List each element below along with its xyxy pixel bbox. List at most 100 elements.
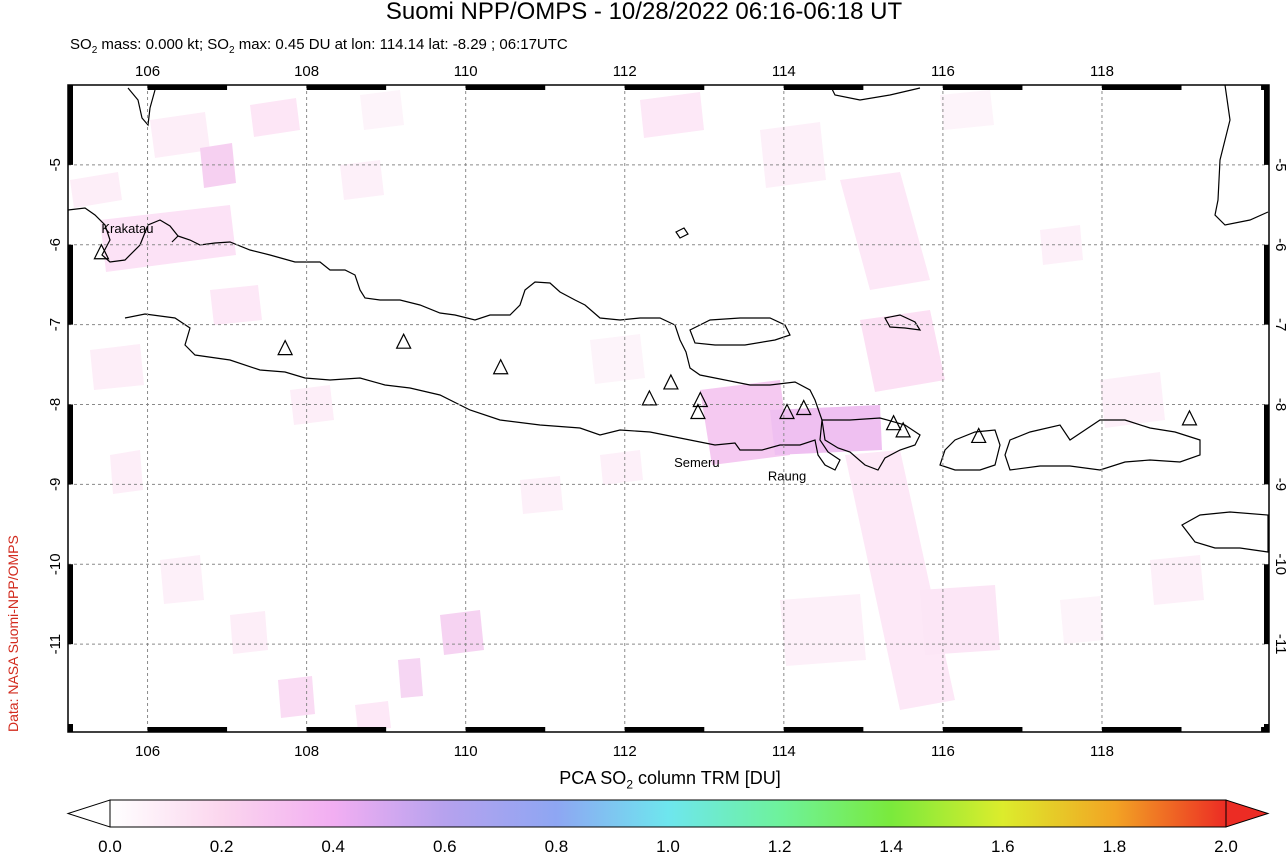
- axis-bar-top: [942, 85, 1023, 90]
- lon-tick-bottom: 116: [931, 743, 955, 760]
- lat-tick-left: -7: [47, 318, 64, 331]
- axis-bar-bottom: [783, 727, 864, 732]
- tick-labels: 106 106 108 108 110 110 112 112 114 114 116 116 118 1…: [47, 63, 1288, 760]
- bawean-coast: [675, 227, 689, 239]
- volcano-marker: [779, 403, 795, 420]
- axis-bar-right: [1264, 244, 1269, 325]
- volcano-marker: [1181, 409, 1198, 426]
- axis-bar-bottom: [465, 727, 546, 732]
- colorbar: 0.0 0.2 0.4 0.6 0.8 1.0 1.2 1.4 1.6 1.8 2.0: [66, 799, 1270, 855]
- kalimantan-coast: [829, 85, 921, 101]
- lat-tick-right: -6: [1272, 238, 1288, 251]
- lat-tick-left: -8: [47, 398, 64, 411]
- sumbawa-coast: [1004, 419, 1201, 471]
- volcano-marker: [970, 427, 987, 444]
- axis-bar-top: [306, 85, 387, 90]
- axis-bar-right: [1264, 85, 1269, 165]
- axis-bar-left: [68, 244, 73, 325]
- volcano-marker: [93, 243, 110, 260]
- colorbar-tick-label: 0.2: [210, 837, 234, 855]
- lat-tick-left: -10: [47, 553, 64, 575]
- volcano-marker: [795, 399, 812, 416]
- colorbar-tick-label: 0.4: [321, 837, 345, 855]
- colorbar-tick-label: 1.2: [768, 837, 792, 855]
- colorbar-under-arrow: [66, 799, 111, 828]
- lon-tick-top: 110: [454, 63, 478, 80]
- axis-bar-top: [624, 85, 705, 90]
- volcano-marker: [492, 358, 509, 375]
- lon-tick-top: 106: [135, 63, 160, 80]
- axis-bar-right: [1264, 404, 1269, 485]
- lon-tick-top: 112: [613, 63, 637, 80]
- axis-bar-bottom: [1101, 727, 1182, 732]
- axis-bar-right: [1264, 564, 1269, 645]
- lat-tick-right: -10: [1272, 553, 1288, 575]
- volcano-label: Semeru: [674, 455, 720, 470]
- colorbar-tick-label: 1.4: [879, 837, 903, 855]
- lon-tick-bottom: 114: [772, 743, 796, 760]
- axis-bar-left: [68, 564, 73, 645]
- lon-tick-bottom: 112: [613, 743, 637, 760]
- lat-tick-right: -8: [1272, 398, 1288, 411]
- axis-bar-bottom: [306, 727, 387, 732]
- lon-tick-top: 118: [1090, 63, 1114, 80]
- madura-coast: [689, 317, 791, 346]
- axis-bar-right: [1264, 724, 1269, 732]
- axis-bar-left: [68, 85, 73, 165]
- graticule: [68, 85, 1269, 732]
- lon-tick-bottom: 110: [454, 743, 478, 760]
- map-title: Suomi NPP/OMPS - 10/28/2022 06:16-06:18 …: [385, 0, 903, 25]
- volcano-marker: [885, 414, 902, 431]
- volcano-marker: [689, 403, 706, 420]
- volcano-label: Krakatau: [101, 221, 153, 236]
- volcano-markers: [93, 243, 1198, 444]
- volcano-marker: [692, 391, 709, 408]
- java-coast: [124, 235, 841, 471]
- lat-tick-left: -5: [47, 158, 64, 171]
- axis-bar-bottom: [942, 727, 1023, 732]
- lon-tick-top: 114: [772, 63, 796, 80]
- axis-bar-bottom: [147, 727, 228, 732]
- lon-tick-bottom: 108: [294, 743, 319, 760]
- axis-bar-left: [68, 724, 73, 732]
- axis-bars: [68, 85, 1269, 732]
- colorbar-over-arrow: [1225, 799, 1270, 828]
- colorbar-title: PCA SO2 column TRM [DU]: [559, 768, 781, 792]
- colorbar-tick-label: 1.0: [656, 837, 680, 855]
- so2-pixel-layer: [70, 90, 1204, 731]
- coastline-layer: [68, 85, 1269, 553]
- volcano-marker: [641, 389, 658, 406]
- axis-bar-left: [68, 404, 73, 485]
- so2-summary: SO2 mass: 0.000 kt; SO2 max: 0.45 DU at …: [70, 36, 568, 56]
- axis-bar-top: [783, 85, 864, 90]
- lon-tick-top: 108: [294, 63, 319, 80]
- lon-tick-bottom: 106: [135, 743, 160, 760]
- axis-bar-top: [1101, 85, 1182, 90]
- lombok-coast: [939, 429, 1001, 471]
- lat-tick-left: -11: [47, 634, 64, 655]
- volcano-marker: [662, 373, 679, 390]
- bali-coast: [821, 417, 921, 471]
- lon-tick-top: 116: [931, 63, 955, 80]
- colorbar-ramp: [109, 799, 1227, 828]
- volcano-marker: [277, 339, 294, 356]
- lat-tick-left: -6: [47, 238, 64, 251]
- sumba-coast: [1181, 511, 1269, 553]
- colorbar-tick-label: 1.8: [1103, 837, 1127, 855]
- colorbar-tick-label: 1.6: [991, 837, 1015, 855]
- colorbar-tick-label: 0.6: [433, 837, 457, 855]
- volcano-labels: Krakatau Semeru Raung: [101, 221, 806, 484]
- lat-tick-right: -9: [1272, 478, 1288, 491]
- lat-tick-right: -5: [1272, 158, 1288, 171]
- volcano-marker: [395, 332, 412, 349]
- kangean-coast: [884, 314, 922, 331]
- colorbar-tick-label: 2.0: [1214, 837, 1238, 855]
- sumatra-coast-north: [127, 87, 156, 127]
- axis-bar-top: [465, 85, 546, 90]
- axis-bar-top: [147, 85, 228, 90]
- colorbar-tick-label: 0.0: [98, 837, 122, 855]
- colorbar-tick-label: 0.8: [545, 837, 569, 855]
- sulawesi-coast: [1214, 85, 1269, 226]
- lat-tick-left: -9: [47, 478, 64, 491]
